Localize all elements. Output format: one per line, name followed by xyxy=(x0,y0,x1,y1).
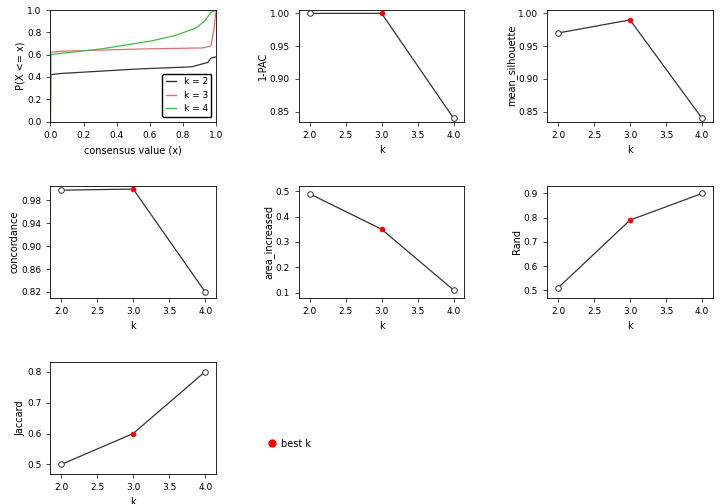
X-axis label: consensus value (x): consensus value (x) xyxy=(84,145,182,155)
Y-axis label: P(X <= x): P(X <= x) xyxy=(16,41,26,90)
Legend: best k: best k xyxy=(264,434,315,453)
Y-axis label: Rand: Rand xyxy=(513,229,523,255)
X-axis label: k: k xyxy=(627,321,633,331)
X-axis label: k: k xyxy=(379,321,384,331)
X-axis label: k: k xyxy=(379,145,384,155)
Y-axis label: area_increased: area_increased xyxy=(263,205,274,279)
X-axis label: k: k xyxy=(130,497,136,504)
Legend: k = 2, k = 3, k = 4: k = 2, k = 3, k = 4 xyxy=(162,74,212,117)
X-axis label: k: k xyxy=(130,321,136,331)
Y-axis label: 1-PAC: 1-PAC xyxy=(258,52,269,80)
Y-axis label: mean_silhouette: mean_silhouette xyxy=(505,25,517,106)
Y-axis label: concordance: concordance xyxy=(10,211,20,273)
Y-axis label: Jaccard: Jaccard xyxy=(16,400,26,436)
X-axis label: k: k xyxy=(627,145,633,155)
